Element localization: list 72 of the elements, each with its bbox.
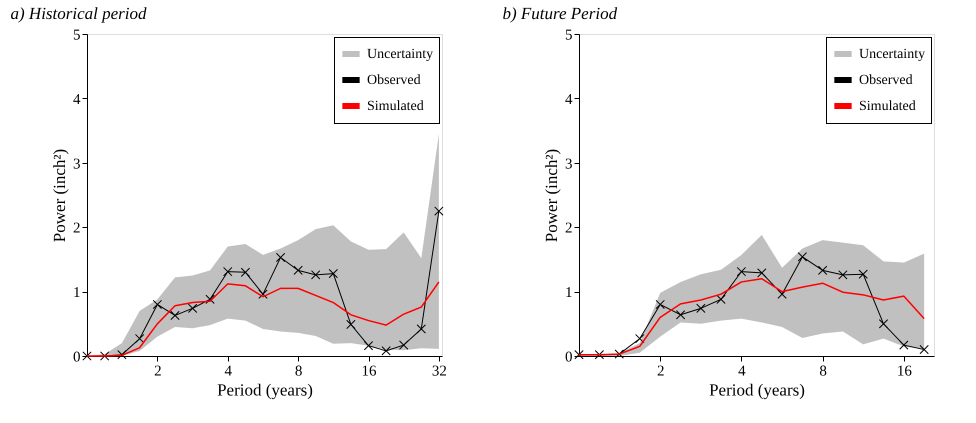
legend-label: Simulated bbox=[367, 99, 424, 114]
point bbox=[276, 252, 286, 262]
x-tick-label: 4 bbox=[224, 364, 232, 380]
point bbox=[293, 266, 303, 276]
y-tick-label: 5 bbox=[565, 28, 572, 44]
legend-label: Observed bbox=[367, 73, 421, 88]
point bbox=[223, 266, 232, 276]
point bbox=[858, 270, 868, 279]
x-tick-label: 16 bbox=[362, 364, 377, 380]
x-axis-title: Period (years) bbox=[217, 380, 313, 400]
point bbox=[240, 268, 250, 277]
y-tick-label: 5 bbox=[73, 28, 80, 44]
point bbox=[310, 270, 320, 280]
point bbox=[205, 294, 215, 304]
y-tick-label: 3 bbox=[565, 156, 572, 172]
point bbox=[757, 268, 766, 278]
point bbox=[434, 206, 444, 216]
legend-label: Uncertainty bbox=[859, 47, 926, 62]
point bbox=[818, 266, 828, 276]
point bbox=[878, 319, 888, 328]
y-tick-label: 4 bbox=[565, 92, 573, 108]
point bbox=[346, 320, 356, 330]
point bbox=[798, 252, 808, 262]
x-tick-label: 2 bbox=[656, 364, 664, 380]
point bbox=[117, 350, 127, 360]
point bbox=[635, 334, 644, 344]
x-tick-label: 8 bbox=[294, 364, 302, 380]
point bbox=[696, 304, 706, 314]
x-tick-label: 4 bbox=[738, 364, 746, 380]
x-tick-label: 8 bbox=[819, 364, 827, 380]
y-tick-label: 0 bbox=[73, 350, 80, 366]
chart-title: a) Historical period bbox=[10, 4, 147, 23]
point bbox=[656, 300, 665, 310]
y-tick-label: 1 bbox=[73, 285, 80, 302]
point bbox=[716, 294, 726, 304]
point bbox=[736, 266, 746, 276]
y-tick-label: 2 bbox=[73, 220, 80, 237]
y-tick-label: 2 bbox=[565, 220, 572, 237]
point bbox=[838, 270, 848, 280]
point bbox=[777, 289, 787, 299]
point bbox=[594, 350, 604, 360]
x-tick-label: 2 bbox=[154, 364, 162, 380]
point bbox=[170, 310, 180, 320]
point bbox=[399, 340, 408, 350]
x-axis-title: Period (years) bbox=[709, 380, 805, 400]
point bbox=[152, 300, 162, 310]
point bbox=[381, 346, 391, 356]
line-series bbox=[86, 281, 440, 357]
y-axis-title: Power (inch²) bbox=[50, 148, 69, 242]
y-tick-label: 0 bbox=[565, 350, 572, 366]
point bbox=[614, 349, 624, 359]
legend-label: Observed bbox=[859, 73, 913, 88]
point bbox=[328, 268, 338, 278]
legend-label: Simulated bbox=[859, 99, 916, 114]
point bbox=[899, 340, 909, 350]
point bbox=[676, 310, 686, 320]
y-axis-title: Power (inch²) bbox=[542, 148, 561, 242]
y-tick-label: 4 bbox=[73, 92, 81, 108]
y-tick-label: 3 bbox=[73, 156, 80, 172]
point bbox=[416, 324, 426, 334]
line-series bbox=[578, 278, 925, 356]
legend-label: Uncertainty bbox=[367, 47, 434, 62]
point bbox=[188, 304, 198, 314]
point bbox=[364, 341, 374, 350]
y-tick-label: 1 bbox=[565, 285, 572, 302]
chart-title: b) Future Period bbox=[502, 4, 618, 23]
point bbox=[100, 351, 110, 361]
point bbox=[919, 344, 929, 354]
x-tick-label: 16 bbox=[896, 364, 912, 380]
x-tick-label: 32 bbox=[432, 364, 447, 380]
point bbox=[258, 289, 268, 299]
point bbox=[134, 334, 144, 344]
